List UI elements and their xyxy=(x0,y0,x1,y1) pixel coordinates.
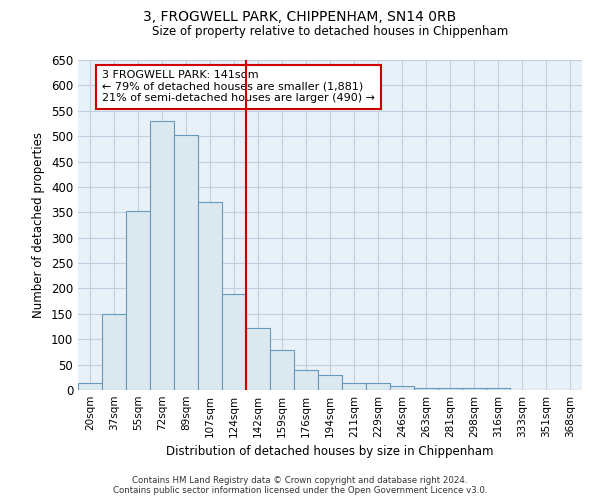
Bar xyxy=(342,384,366,390)
Bar xyxy=(390,386,414,390)
Text: Contains HM Land Registry data © Crown copyright and database right 2024.
Contai: Contains HM Land Registry data © Crown c… xyxy=(113,476,487,495)
Bar xyxy=(462,388,486,390)
Bar xyxy=(198,202,222,390)
Title: Size of property relative to detached houses in Chippenham: Size of property relative to detached ho… xyxy=(152,25,508,38)
Bar xyxy=(486,388,510,390)
Bar xyxy=(318,375,342,390)
Bar xyxy=(438,388,462,390)
Bar xyxy=(102,314,126,390)
Bar xyxy=(126,211,150,390)
Text: 3 FROGWELL PARK: 141sqm
← 79% of detached houses are smaller (1,881)
21% of semi: 3 FROGWELL PARK: 141sqm ← 79% of detache… xyxy=(102,70,375,103)
Bar xyxy=(366,384,390,390)
Bar xyxy=(246,328,270,390)
Bar xyxy=(222,294,246,390)
Bar xyxy=(414,388,438,390)
Bar xyxy=(294,370,318,390)
Text: 3, FROGWELL PARK, CHIPPENHAM, SN14 0RB: 3, FROGWELL PARK, CHIPPENHAM, SN14 0RB xyxy=(143,10,457,24)
Y-axis label: Number of detached properties: Number of detached properties xyxy=(32,132,46,318)
X-axis label: Distribution of detached houses by size in Chippenham: Distribution of detached houses by size … xyxy=(166,446,494,458)
Bar xyxy=(78,384,102,390)
Bar xyxy=(150,121,174,390)
Bar xyxy=(270,350,294,390)
Bar xyxy=(174,134,198,390)
